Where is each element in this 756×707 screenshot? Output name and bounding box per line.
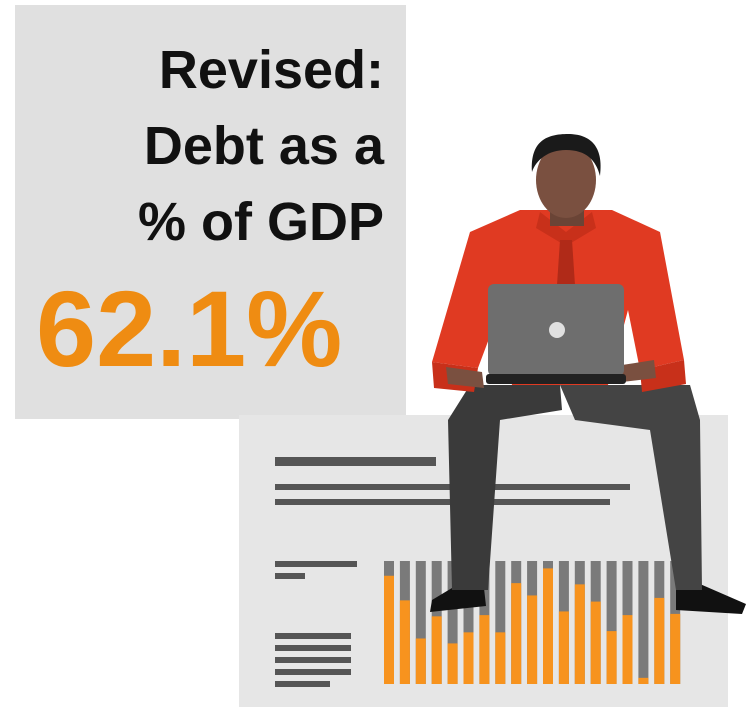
left-hand [446, 367, 484, 388]
bar-fill [384, 575, 394, 684]
laptop-base [486, 374, 626, 384]
document-text-line [275, 499, 610, 505]
bar-fill [654, 597, 665, 684]
document-text-line [275, 669, 351, 675]
right-shoe [676, 584, 746, 614]
bar-fill [415, 638, 426, 684]
document-text-line [275, 561, 357, 567]
bar-fill [495, 632, 506, 684]
right-hand [622, 360, 656, 382]
head [536, 142, 596, 218]
document-text-line [275, 645, 351, 651]
left-shoe [430, 588, 486, 612]
document-text-line [275, 681, 330, 687]
headline-line-1: Revised: [158, 40, 384, 100]
bar-fill [590, 601, 601, 684]
bar-fill [670, 613, 681, 684]
bar-fill [431, 616, 442, 684]
bar-track [447, 561, 458, 684]
bar-fill [622, 615, 633, 684]
debt-value: 62.1% [36, 268, 343, 389]
headline-line-3: % of GDP [137, 192, 384, 252]
bar-fill [399, 600, 410, 684]
document-text-line [275, 573, 305, 579]
bar-track [463, 561, 474, 684]
bar-fill [606, 631, 617, 684]
laptop-icon [486, 284, 626, 384]
document-bar-chart [384, 561, 681, 684]
left-leg [448, 385, 562, 590]
document-text-line [275, 657, 351, 663]
bar-fill [558, 611, 569, 684]
bar-track [495, 561, 506, 684]
person-with-laptop-illustration [430, 134, 746, 614]
bar-fill [638, 677, 649, 684]
document-text-line [275, 633, 351, 639]
bar-fill [511, 583, 522, 684]
headline-line-2: Debt as a [143, 116, 384, 176]
bar-track [415, 561, 426, 684]
bar-fill [543, 568, 553, 684]
document-title-line [275, 457, 436, 466]
bar-fill [574, 584, 585, 684]
bar-fill [463, 632, 474, 684]
hair [531, 134, 601, 176]
bar-fill [527, 595, 538, 684]
bar-track [638, 561, 649, 684]
bar-fill [479, 615, 490, 684]
bar-fill [447, 643, 458, 684]
headline-panel: Revised: Debt as a % of GDP 62.1% [15, 5, 406, 419]
laptop-logo [549, 322, 565, 338]
right-leg [560, 385, 702, 590]
bar-track [606, 561, 617, 684]
